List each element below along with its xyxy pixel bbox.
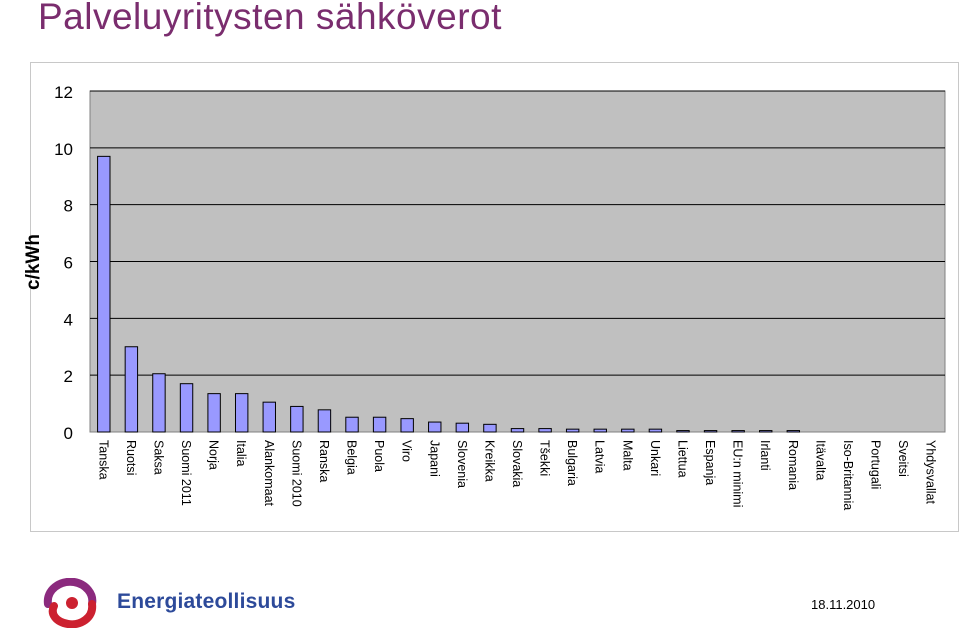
x-tick-label: Belgia xyxy=(345,440,359,475)
x-tick-label: Iso-Britannia xyxy=(841,440,855,510)
x-tick-label: Ruotsi xyxy=(124,440,138,475)
slide-title: Palveluyritysten sähköverot xyxy=(38,0,502,37)
y-axis-label: c/kWh xyxy=(23,234,44,290)
x-tick-label: EU:n minimi xyxy=(731,440,745,507)
x-tick-label: Sveitsi xyxy=(896,440,910,477)
x-tick-label: Yhdysvallat xyxy=(924,440,938,504)
energiateollisuus-logo-icon xyxy=(42,577,106,633)
x-tick-label: Portugali xyxy=(869,440,883,489)
logo-text: Energiateollisuus xyxy=(117,590,296,613)
x-tick-label: Suomi 2010 xyxy=(289,440,303,507)
bar xyxy=(179,383,194,433)
bar xyxy=(152,373,166,433)
y-tick-label: 8 xyxy=(64,197,73,216)
x-tick-label: Kreikka xyxy=(482,440,496,482)
x-tick-label: Slovakia xyxy=(510,440,524,487)
bar xyxy=(676,430,690,433)
x-tick-label: Liettua xyxy=(675,440,689,478)
bar xyxy=(428,421,442,433)
bar xyxy=(455,422,470,433)
y-tick-label: 2 xyxy=(64,367,73,386)
bar xyxy=(786,430,801,433)
y-tick-label: 4 xyxy=(64,310,73,329)
x-tick-label: Unkari xyxy=(648,440,662,476)
x-tick-label: Ranska xyxy=(317,440,331,482)
x-tick-label: Tšekki xyxy=(538,440,552,476)
bar xyxy=(510,428,525,433)
bar xyxy=(400,418,414,433)
y-tick-label: 6 xyxy=(64,254,73,273)
y-tick-label: 0 xyxy=(64,424,73,443)
x-tick-label: Latvia xyxy=(593,440,607,473)
bar xyxy=(565,428,580,433)
bar xyxy=(345,416,359,433)
y-tick-label: 12 xyxy=(54,83,73,102)
x-tick-label: Itävalta xyxy=(813,440,827,480)
bar xyxy=(97,155,111,433)
x-tick-label: Saksa xyxy=(151,440,165,475)
x-tick-label: Alankomaat xyxy=(262,440,276,507)
x-tick-label: Romania xyxy=(786,440,800,490)
x-tick-label: Tanska xyxy=(96,440,110,480)
bar xyxy=(262,401,276,433)
bar xyxy=(621,428,635,433)
x-tick-label: Viro xyxy=(400,440,414,462)
bar xyxy=(234,393,249,433)
x-tick-label: Japani xyxy=(427,440,441,477)
bar xyxy=(207,393,221,433)
bar xyxy=(759,430,773,433)
bar xyxy=(372,416,387,433)
bar xyxy=(703,430,718,433)
bar xyxy=(593,428,607,433)
x-tick-label: Italia xyxy=(234,440,248,466)
y-tick-label: 10 xyxy=(54,140,73,159)
bar xyxy=(483,423,497,433)
x-tick-label: Norja xyxy=(207,440,221,470)
x-tick-label: Espanja xyxy=(703,440,717,485)
bar xyxy=(538,428,552,433)
bar xyxy=(648,428,663,433)
bar xyxy=(124,346,139,433)
bar xyxy=(290,405,304,433)
x-tick-label: Slovenia xyxy=(455,440,469,488)
x-tick-label: Bulgaria xyxy=(565,440,579,486)
bar xyxy=(317,409,332,433)
x-tick-label: Puola xyxy=(372,440,386,472)
x-tick-label: Irlanti xyxy=(758,440,772,471)
x-tick-label: Malta xyxy=(620,440,634,471)
bar xyxy=(731,430,745,433)
slide-date: 18.11.2010 xyxy=(811,597,876,612)
x-tick-label: Suomi 2011 xyxy=(179,440,193,506)
